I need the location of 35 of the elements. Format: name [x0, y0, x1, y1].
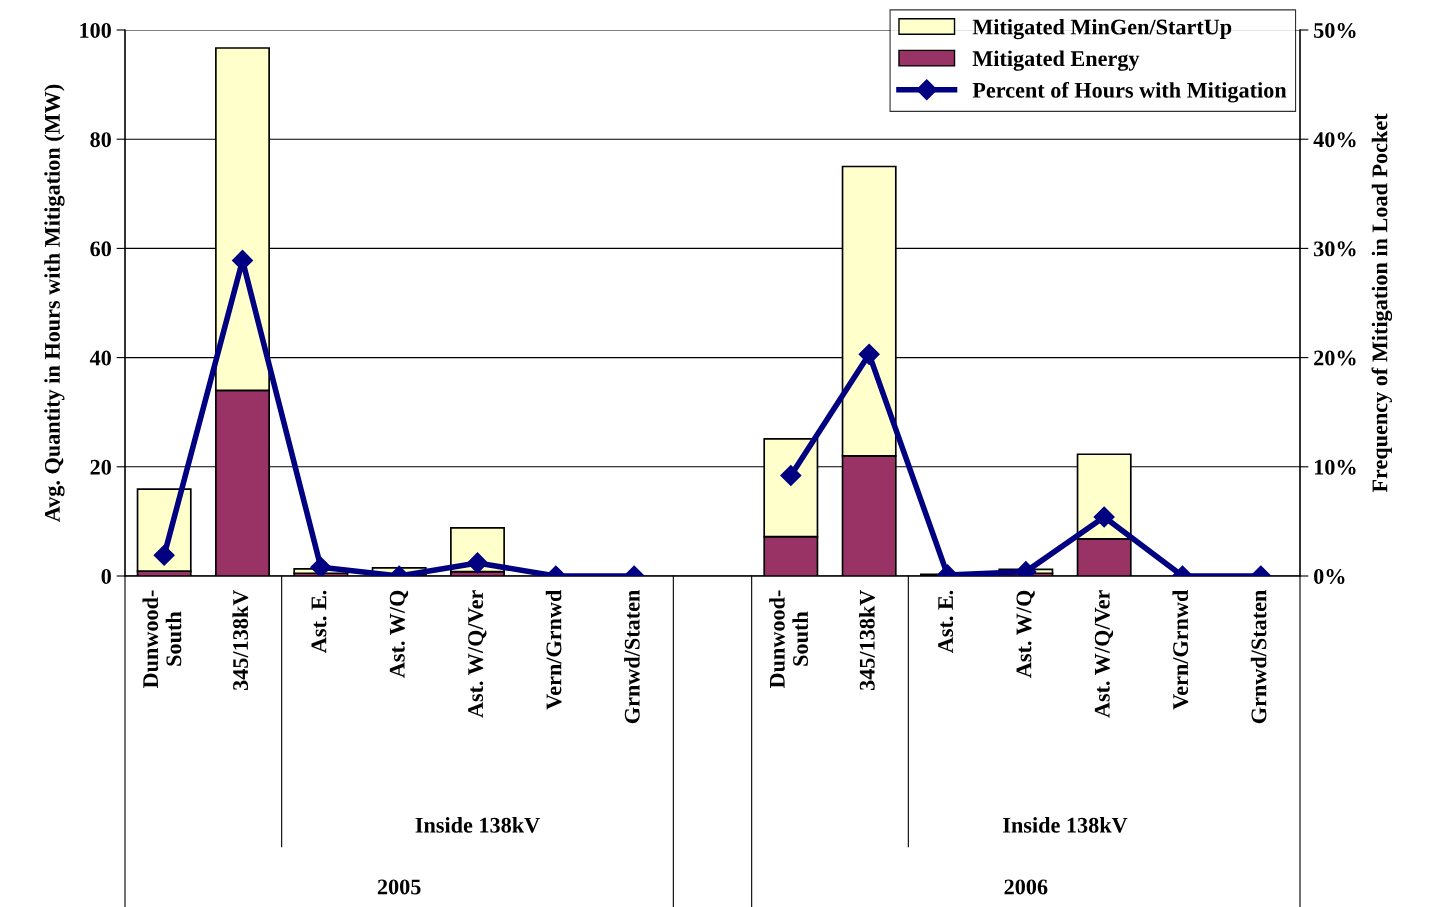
- y-tick-label: 100: [80, 22, 111, 38]
- y-tick-label: 80: [90, 132, 111, 148]
- y2-tick-label: 40%: [1313, 132, 1356, 148]
- y-tick-label: 20: [90, 459, 111, 475]
- x-tick-label: Dunwood- South: [769, 590, 809, 689]
- x-tick-label: 345/138kV: [859, 589, 875, 691]
- y-tick-label: 0: [101, 568, 111, 584]
- y2-tick-label: 20%: [1314, 350, 1356, 366]
- text: 2006: [1004, 879, 1048, 895]
- y-tick-label: 60: [90, 241, 111, 257]
- y2-tick-label: 0%: [1314, 568, 1345, 584]
- y-axis-title: Avg. Quantity in Hours with Mitigation (MW): [44, 84, 65, 523]
- text: Inside 138kV: [1003, 817, 1128, 833]
- text: Inside 138kV: [415, 817, 540, 833]
- legend-label: Percent of Hours with Mitigation: [972, 81, 1287, 103]
- x-tick-label: Vern/Grnwd: [545, 589, 562, 710]
- x-tick-label: Ast. E.: [311, 590, 327, 654]
- x-tick-label: Vern/Grnwd: [1172, 589, 1189, 710]
- x-tick-label: Ast. E.: [938, 590, 954, 654]
- y2-tick-label: 10%: [1314, 459, 1356, 475]
- y2-axis-title: Frequency of Mitigation in Load Pocket: [1371, 113, 1393, 493]
- x-tick-label: 345/138kV: [232, 589, 249, 691]
- x-tick-label: Grnwd/Staten: [1250, 589, 1267, 724]
- x-tick-label: Ast. W/Q: [389, 590, 409, 678]
- x-tick-label: Ast. W/Q/Ver: [468, 590, 487, 718]
- y-tick-label: 40: [89, 350, 111, 366]
- y2-tick-label: 50%: [1314, 22, 1356, 38]
- y2-tick-label: 30%: [1314, 241, 1356, 257]
- x-tick-label: Dunwood- South: [142, 590, 182, 689]
- x-tick-label: Ast. W/Q/Ver: [1094, 590, 1114, 718]
- x-tick-label: Ast. W/Q: [1016, 590, 1035, 678]
- x-tick-label: Grnwd/Staten: [624, 589, 640, 724]
- legend-label: Mitigated Energy: [972, 50, 1140, 71]
- legend-label: Mitigated MinGen/StartUp: [972, 18, 1232, 40]
- text: 2005: [377, 879, 421, 895]
